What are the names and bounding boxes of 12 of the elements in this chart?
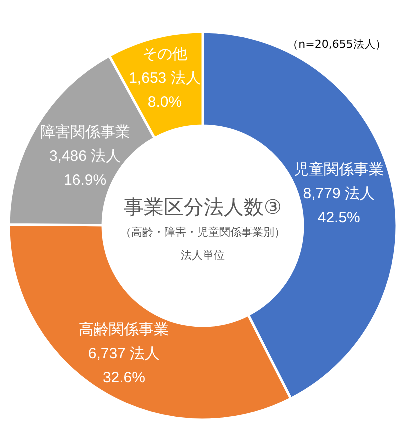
text: 事業区分法人数③ (124, 195, 282, 219)
text: 8,779 法人 42.5% (303, 185, 375, 226)
slice-label: その他 (142, 46, 188, 63)
text: 法人単位 (181, 249, 225, 262)
slice-label: 高齢関係事業 (79, 322, 170, 339)
text: （n=20,655法人） (288, 38, 386, 51)
text: （高齢・障害・児童関係事業別） (120, 226, 286, 239)
slice-label: 障害関係事業 (40, 124, 130, 141)
text: 1,653 法人 8.0% (129, 70, 201, 111)
text: 6,737 法人 32.6% (88, 346, 160, 387)
text: 3,486 法人 16.9% (49, 148, 122, 189)
slice-label: 児童関係事業 (294, 161, 384, 178)
